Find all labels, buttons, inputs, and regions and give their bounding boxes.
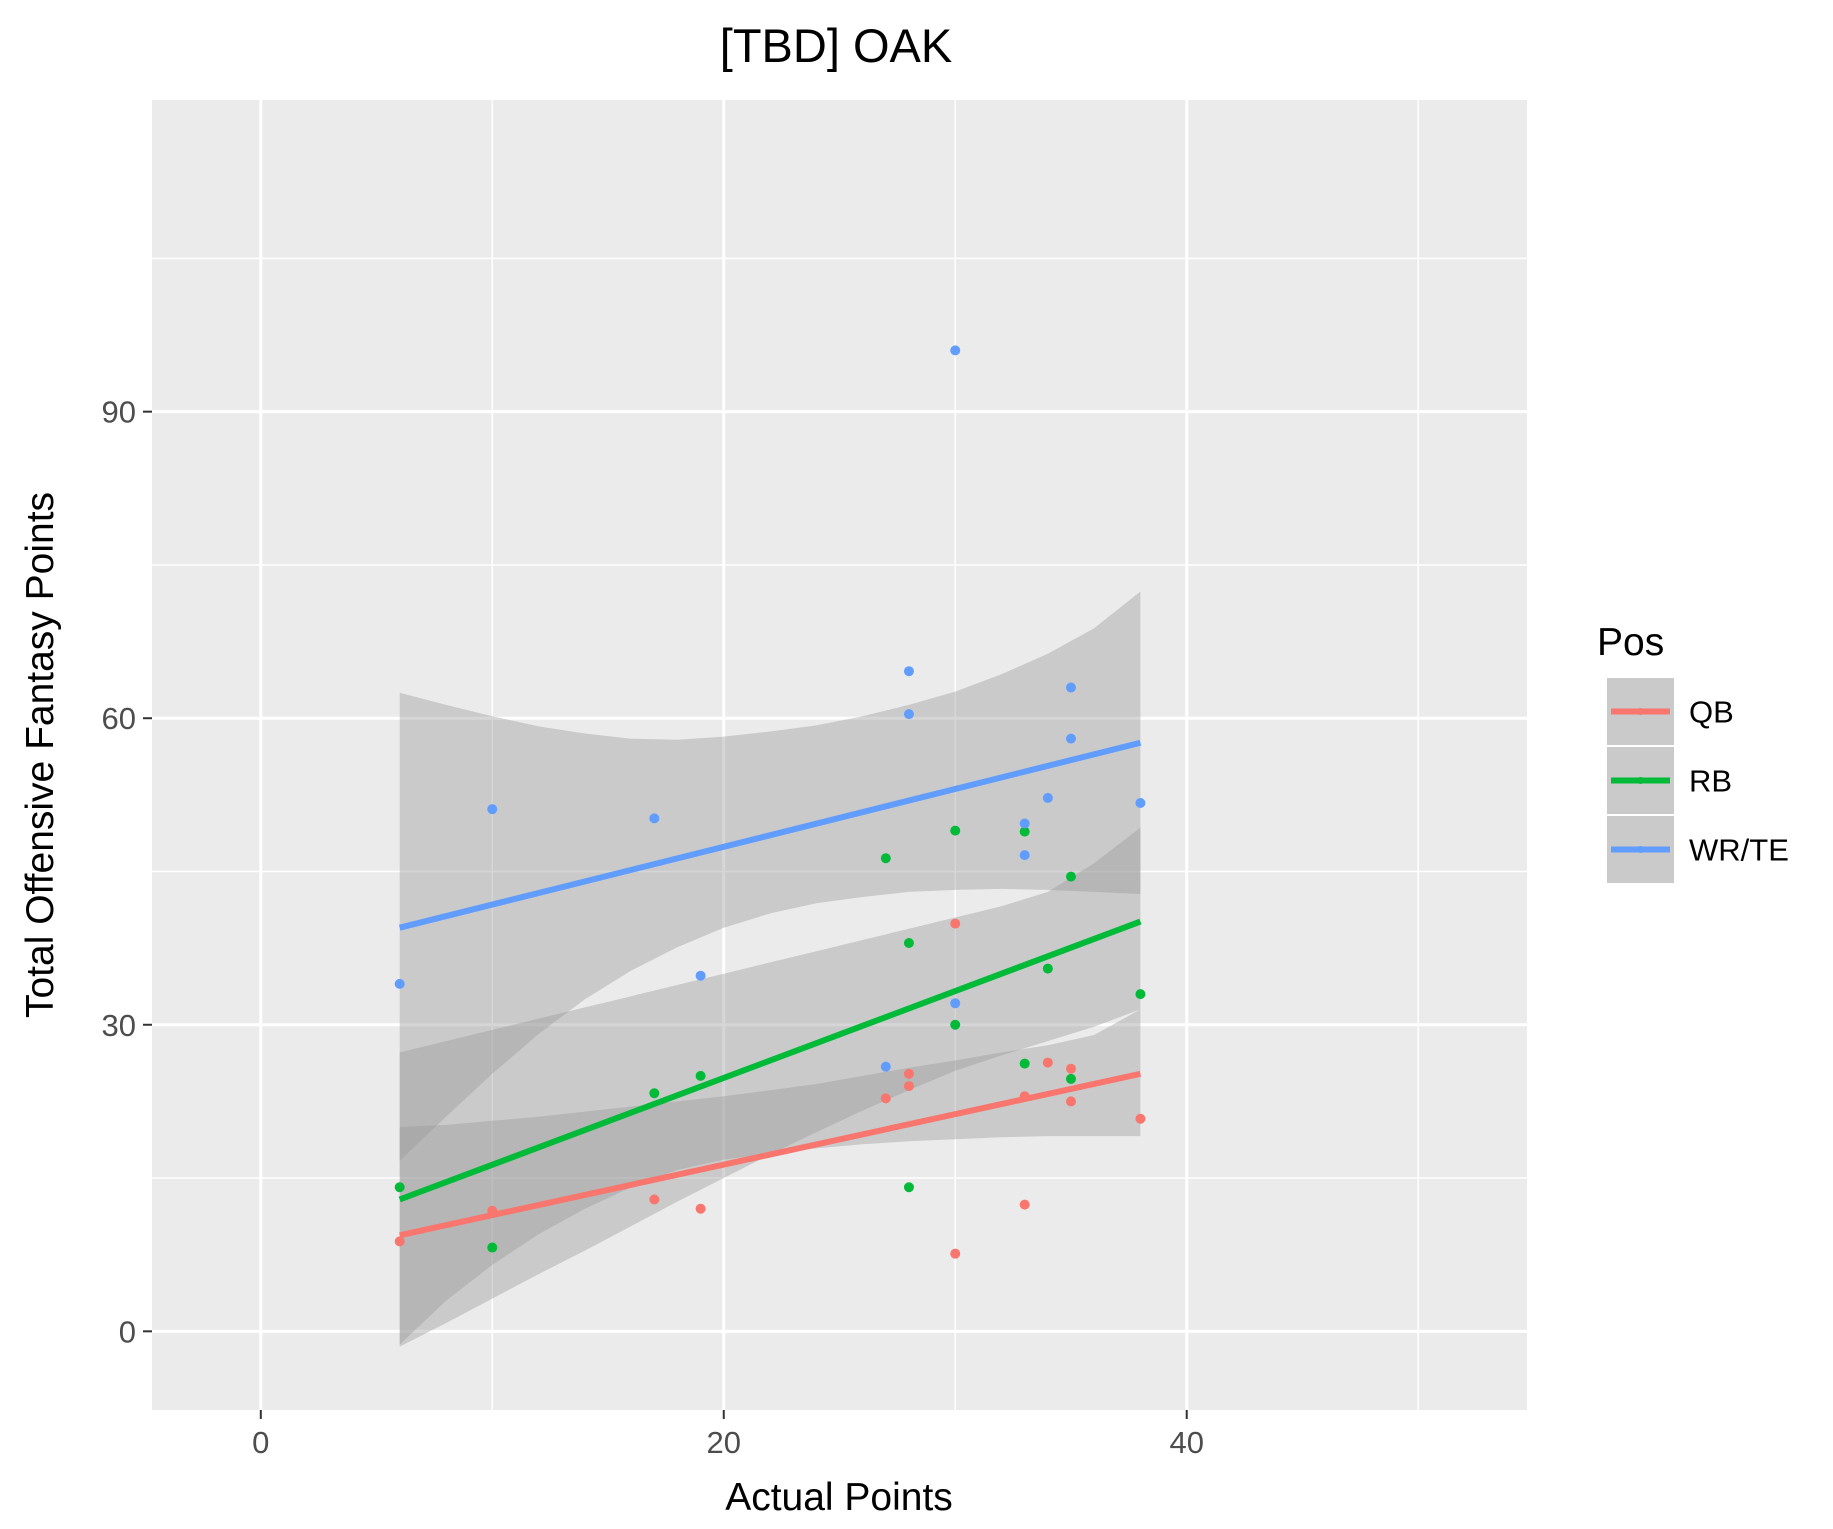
data-point bbox=[394, 1236, 405, 1247]
y-tick-label: 30 bbox=[102, 1008, 136, 1043]
data-point bbox=[1019, 850, 1030, 861]
data-point bbox=[1065, 682, 1076, 693]
legend-label: RB bbox=[1689, 764, 1732, 799]
legend-label: QB bbox=[1689, 695, 1734, 730]
y-axis-title: Total Offensive Fantasy Points bbox=[19, 492, 62, 1018]
data-point bbox=[903, 666, 914, 677]
data-point bbox=[649, 1088, 660, 1099]
y-tick-label: 0 bbox=[119, 1314, 136, 1349]
x-axis: 0 20 40 bbox=[252, 1410, 1204, 1460]
data-point bbox=[1042, 963, 1053, 974]
data-point bbox=[950, 998, 961, 1009]
legend-label: WR/TE bbox=[1689, 833, 1789, 868]
plot-panel bbox=[152, 100, 1527, 1410]
data-point bbox=[1065, 1063, 1076, 1074]
legend: Pos QB RB WR/TE bbox=[1597, 621, 1789, 885]
major-gridlines bbox=[152, 100, 1527, 1410]
confidence-band bbox=[399, 591, 1141, 1161]
fit-lines bbox=[398, 739, 1142, 1239]
data-point bbox=[487, 804, 498, 815]
x-axis-title: Actual Points bbox=[725, 1476, 953, 1519]
data-point bbox=[950, 1248, 961, 1259]
x-tick-label: 20 bbox=[707, 1425, 741, 1460]
data-point bbox=[1135, 1113, 1146, 1124]
data-point bbox=[1019, 818, 1030, 829]
data-point bbox=[903, 709, 914, 720]
data-point bbox=[903, 1182, 914, 1193]
data-point bbox=[950, 825, 961, 836]
legend-key-point bbox=[1637, 846, 1644, 853]
confidence-band bbox=[399, 827, 1141, 1347]
confidence-band bbox=[399, 1009, 1141, 1345]
data-point bbox=[649, 1194, 660, 1205]
data-point bbox=[1042, 792, 1053, 803]
data-point bbox=[1065, 1073, 1076, 1084]
fit-line bbox=[398, 918, 1142, 1203]
data-point bbox=[1065, 1096, 1076, 1107]
data-point bbox=[1065, 871, 1076, 882]
data-point bbox=[649, 813, 660, 824]
fit-line bbox=[398, 739, 1142, 931]
legend-key-point bbox=[1637, 777, 1644, 784]
data-point bbox=[950, 918, 961, 929]
data-point bbox=[903, 938, 914, 949]
data-point bbox=[1065, 733, 1076, 744]
data-point bbox=[394, 978, 405, 989]
data-point bbox=[950, 345, 961, 356]
data-point bbox=[695, 1070, 706, 1081]
data-point bbox=[903, 1068, 914, 1079]
fit-line bbox=[399, 1070, 1142, 1239]
y-tick-label: 90 bbox=[102, 395, 136, 430]
data-point bbox=[1019, 1058, 1030, 1069]
y-tick-label: 60 bbox=[102, 701, 136, 736]
x-tick-label: 0 bbox=[252, 1425, 269, 1460]
data-point bbox=[1042, 1057, 1053, 1068]
data-point bbox=[695, 970, 706, 981]
data-point bbox=[903, 1081, 914, 1092]
data-point bbox=[1019, 1199, 1030, 1210]
data-point bbox=[880, 853, 891, 864]
minor-gridlines bbox=[152, 100, 1527, 1410]
data-point bbox=[1135, 798, 1146, 809]
data-point bbox=[880, 1093, 891, 1104]
data-point bbox=[880, 1061, 891, 1072]
data-point bbox=[1019, 826, 1030, 837]
data-point bbox=[695, 1203, 706, 1214]
data-point bbox=[487, 1242, 498, 1253]
data-point bbox=[394, 1182, 405, 1193]
data-points bbox=[394, 345, 1146, 1259]
y-axis: 0 30 60 90 bbox=[102, 395, 152, 1349]
data-point bbox=[1135, 989, 1146, 1000]
x-tick-label: 40 bbox=[1169, 1425, 1203, 1460]
chart-title: [TBD] OAK bbox=[720, 19, 952, 72]
legend-key-point bbox=[1637, 708, 1644, 715]
confidence-bands bbox=[399, 591, 1141, 1347]
legend-title: Pos bbox=[1597, 621, 1664, 664]
data-point bbox=[950, 1019, 961, 1030]
